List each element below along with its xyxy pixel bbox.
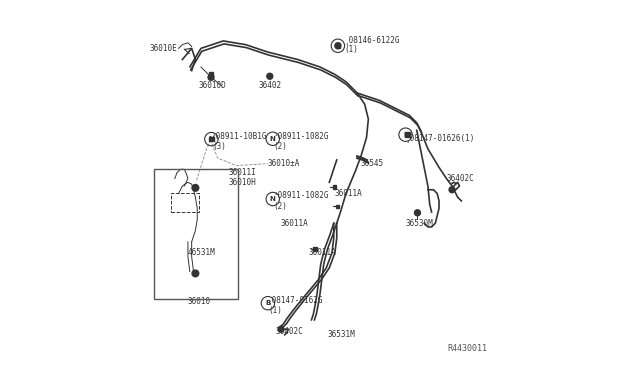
Bar: [333, 185, 337, 189]
Text: 36402C: 36402C: [275, 327, 303, 336]
Text: 36531M: 36531M: [328, 330, 355, 339]
Text: 36545: 36545: [361, 159, 384, 168]
Text: 46531M: 46531M: [188, 248, 216, 257]
Text: ¸08147-01626(1): ¸08147-01626(1): [406, 133, 475, 142]
Bar: [209, 137, 214, 141]
Bar: [335, 205, 339, 208]
Text: 36010E: 36010E: [149, 44, 177, 53]
Text: B: B: [403, 132, 408, 138]
Circle shape: [267, 73, 273, 79]
Text: N: N: [270, 196, 276, 202]
Text: 36402: 36402: [258, 81, 282, 90]
Text: 36011A: 36011A: [309, 248, 337, 257]
Bar: [209, 72, 213, 77]
Text: ¹08911-10B1G
(3): ¹08911-10B1G (3): [212, 132, 268, 151]
Text: N: N: [209, 136, 214, 142]
Circle shape: [415, 210, 420, 216]
Text: 36010D: 36010D: [198, 81, 226, 90]
Circle shape: [335, 43, 341, 49]
Bar: [405, 132, 410, 137]
Text: 36010: 36010: [188, 297, 211, 306]
Bar: [154, 169, 238, 299]
Circle shape: [278, 326, 284, 332]
Text: 36011I: 36011I: [229, 169, 257, 177]
Text: R4430011: R4430011: [447, 344, 488, 353]
Text: ¸08147-0162G
(1): ¸08147-0162G (1): [268, 295, 323, 315]
Text: 36010±A: 36010±A: [268, 159, 300, 168]
Circle shape: [192, 270, 199, 277]
Circle shape: [449, 187, 455, 193]
Text: 36011A: 36011A: [281, 219, 308, 228]
Circle shape: [192, 185, 199, 191]
Text: 36010H: 36010H: [229, 178, 257, 187]
Text: 36402C: 36402C: [447, 174, 474, 183]
Text: 36011A: 36011A: [335, 189, 363, 198]
Bar: [314, 247, 317, 251]
Bar: [335, 43, 340, 48]
Text: ¹08911-1082G
(2): ¹08911-1082G (2): [273, 191, 329, 211]
Text: B: B: [335, 43, 340, 49]
Text: ¹08911-1082G
(2): ¹08911-1082G (2): [273, 132, 329, 151]
Text: N: N: [270, 136, 276, 142]
Text: B: B: [266, 300, 271, 306]
Text: 36530M: 36530M: [406, 219, 433, 228]
Circle shape: [208, 74, 214, 80]
Text: ¸08146-6122G
(1): ¸08146-6122G (1): [344, 35, 399, 54]
